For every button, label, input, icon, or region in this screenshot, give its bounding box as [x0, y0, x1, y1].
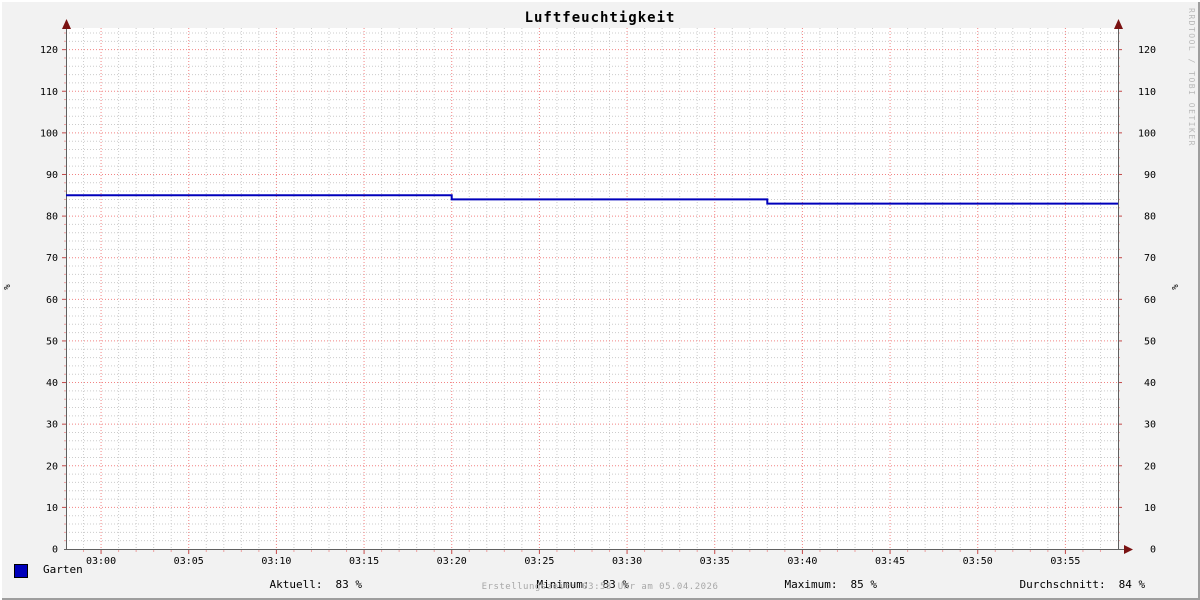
- y-tick-label-right: 90: [1144, 170, 1156, 181]
- y-tick-label-right: 0: [1150, 545, 1156, 556]
- x-tick-label: 03:30: [612, 556, 642, 567]
- stat-aktuell-label: Aktuell:: [269, 578, 323, 591]
- y-tick-label-left: 10: [46, 503, 58, 514]
- y-tick-label-left: 90: [46, 170, 58, 181]
- x-tick-label: 03:10: [261, 556, 291, 567]
- series-color-swatch: [14, 564, 28, 578]
- creation-time: Erstellungszeit: 03:58 Uhr am 05.04.2026: [481, 582, 719, 592]
- y-tick-label-right: 40: [1144, 378, 1156, 389]
- y-tick-label-left: 50: [46, 336, 58, 347]
- stat-minimum-label: Minimum:: [536, 578, 590, 591]
- x-tick-label: 03:45: [875, 556, 905, 567]
- x-tick-label: 03:05: [174, 556, 204, 567]
- y-tick-label-right: 50: [1144, 336, 1156, 347]
- y-tick-label-right: 110: [1138, 87, 1156, 98]
- y-tick-label-right: 100: [1138, 128, 1156, 139]
- y-tick-label-right: 30: [1144, 420, 1156, 431]
- x-tick-label: 03:25: [524, 556, 554, 567]
- x-tick-label: 03:15: [349, 556, 379, 567]
- y-tick-label-left: 40: [46, 378, 58, 389]
- stat-durchschnitt-label: Durchschnitt:: [1019, 578, 1106, 591]
- rrdtool-watermark: RRDTOOL / TOBI OETIKER: [1187, 8, 1196, 147]
- y-tick-label-left: 0: [52, 545, 58, 556]
- y-tick-label-left: 20: [46, 461, 58, 472]
- stat-aktuell-value: 83 %: [335, 578, 362, 591]
- x-axis-arrow: [1124, 545, 1133, 554]
- x-tick-label: 03:40: [787, 556, 817, 567]
- series-label: Garten: [43, 563, 83, 576]
- y-tick-label-right: 20: [1144, 461, 1156, 472]
- x-tick-label: 03:35: [700, 556, 730, 567]
- x-tick-label: 03:20: [437, 556, 467, 567]
- y-tick-label-right: 10: [1144, 503, 1156, 514]
- x-tick-label: 03:00: [86, 556, 116, 567]
- y-tick-label-left: 60: [46, 295, 58, 306]
- y-tick-label-left: 110: [40, 87, 58, 98]
- y-tick-label-left: 30: [46, 420, 58, 431]
- y-tick-label-right: 70: [1144, 253, 1156, 264]
- stat-minimum-value: 83 %: [602, 578, 629, 591]
- stat-maximum: Maximum: 85 %: [758, 565, 877, 600]
- y-tick-label-left: 100: [40, 128, 58, 139]
- x-tick-label: 03:55: [1050, 556, 1080, 567]
- stat-durchschnitt-value: 84 %: [1118, 578, 1146, 591]
- y-tick-label-right: 60: [1144, 295, 1156, 306]
- stat-maximum-value: 85 %: [850, 578, 877, 591]
- y-tick-label-right: 120: [1138, 45, 1156, 56]
- stat-maximum-label: Maximum:: [784, 578, 838, 591]
- y-tick-label-right: 80: [1144, 212, 1156, 223]
- y-tick-label-left: 80: [46, 212, 58, 223]
- chart-title: Luftfeuchtigkeit: [524, 10, 676, 26]
- stat-aktuell: Aktuell: 83 %: [243, 565, 362, 600]
- legend-series: Garten: [14, 563, 83, 578]
- stat-minimum: Minimum: 83 %: [510, 565, 629, 600]
- y-axis-arrow-right: [1114, 19, 1123, 29]
- stat-durchschnitt: Durchschnitt: 84 %: [993, 565, 1146, 600]
- plot-canvas: [66, 28, 1118, 549]
- y-tick-label-left: 120: [40, 45, 58, 56]
- y-axis-arrow-left: [62, 19, 71, 29]
- y-tick-label-left: 70: [46, 253, 58, 264]
- series-line-garten: [66, 194, 1118, 205]
- x-tick-label: 03:50: [963, 556, 993, 567]
